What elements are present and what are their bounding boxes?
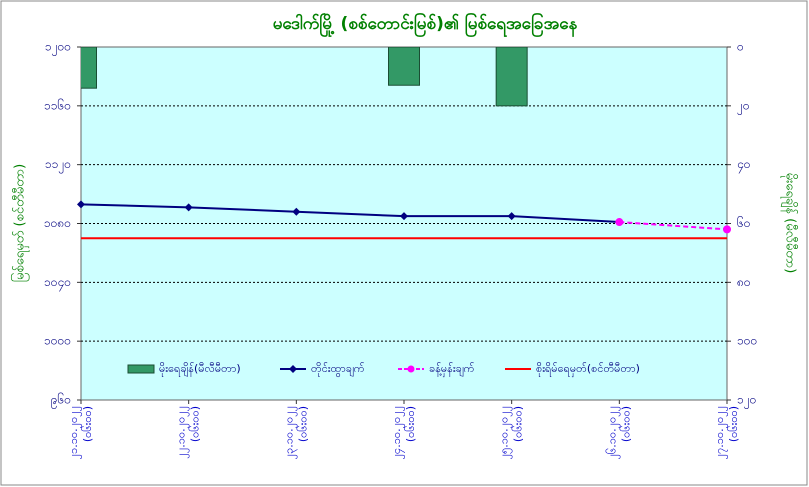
y-axis-label: မြစ်ရေမှတ် (စင်တီမီတာ) — [11, 164, 30, 282]
y2-tick-label: ၄၀ — [737, 157, 751, 174]
y-tick-label: ၁၀၈၀ — [44, 216, 71, 230]
plot-layer — [81, 47, 528, 107]
rain-bar — [495, 47, 528, 107]
y-tick-label: ၉၆၀ — [51, 392, 71, 410]
x-tick-label: ၂၇.၁၀.၂၀၂၂(၀၆း၀၀) — [713, 406, 740, 459]
x-tick-label: ၂၄.၁၀.၂၀၂၂(၀၆း၀၀) — [390, 406, 417, 459]
y2-tick-label: ၂၀ — [737, 98, 750, 115]
rain-bar — [388, 47, 420, 86]
point — [615, 218, 624, 227]
point — [507, 212, 516, 221]
y2-axis-label: မိုးရေချိန် (မီလီမီတာ) — [781, 173, 799, 274]
y2-tick-label: ၈၀ — [737, 275, 751, 289]
line — [80, 203, 620, 224]
legend-marker — [407, 365, 415, 373]
y-tick-label: ၁၁၆၀ — [44, 97, 71, 112]
point — [723, 225, 731, 234]
x-tick-label: ၂၁.၁၀.၂၀၂၂(၀၆း၀၀) — [67, 406, 94, 459]
chart-title: မဒေါက်မြို့ (စစ်တောင်းမြစ်)၏ မြစ်ရေအခြေအ… — [273, 11, 578, 38]
point — [77, 200, 85, 209]
y2-tick-label: ၁၂၀ — [737, 393, 756, 410]
y-tick-label: ၁၀၀၀ — [44, 334, 71, 348]
y2-tick-label: ၀ — [737, 40, 744, 54]
point — [292, 207, 301, 216]
legend-label: တိုင်းထွာချက် — [311, 362, 365, 377]
rain-bar — [81, 47, 97, 89]
legend-marker — [289, 365, 297, 373]
x-tick-label: ၂၂.၁၀.၂၀၂၂(၀၆း၀၀) — [175, 406, 202, 459]
legend-label: ခန့်မှန်းချက် — [429, 362, 475, 377]
legend-swatch — [127, 364, 155, 374]
point — [184, 203, 193, 212]
y-tick-label: ၁၀၄၀ — [44, 275, 71, 292]
x-tick-label: ၂၃.၁၀.၂၀၂၂(၀၆း၀၀) — [282, 406, 309, 459]
x-tick-label: ၂၆.၁၀.၂၀၂၂(၀၆း၀၀) — [605, 406, 632, 459]
x-tick-label: ၂၅.၁၀.၂၀၂၂(၀၆း၀၀) — [498, 406, 525, 459]
legend-label: မိုးရေချိန်(မီလီမီတာ) — [159, 362, 241, 377]
legend-label: စိုးရိမ်ရေမှတ်(စင်တီမီတာ) — [536, 362, 640, 377]
y-tick-label: ၁၂၀၀ — [45, 40, 71, 57]
y-tick-label: ၁၁၂၀ — [45, 157, 71, 174]
line — [619, 221, 728, 231]
point — [400, 212, 408, 221]
y2-tick-label: ၆၀ — [737, 215, 751, 230]
y2-tick-label: ၁၀၀ — [737, 334, 757, 348]
